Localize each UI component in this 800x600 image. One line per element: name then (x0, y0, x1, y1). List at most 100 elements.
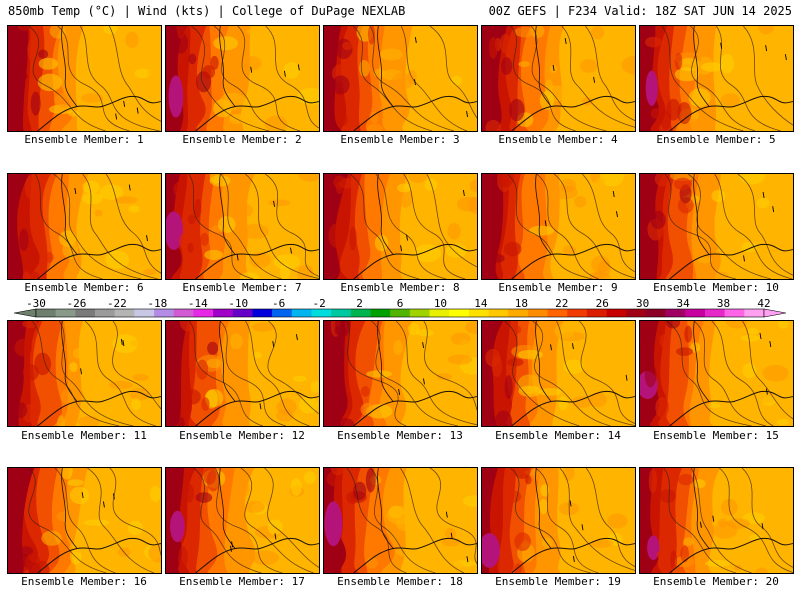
temperature-field-map (324, 468, 477, 573)
temperature-field-map (640, 174, 793, 279)
colorbar-segment (95, 309, 116, 317)
colorbar-segment (36, 309, 56, 317)
colorbar-segment (724, 309, 745, 317)
colorbar-tick-label: -30 (26, 297, 46, 310)
colorbar-segment (547, 309, 568, 317)
ensemble-map-panel (481, 25, 636, 132)
temperature-field-map (166, 174, 319, 279)
colorbar-segment (567, 309, 588, 317)
colorbar-tick-label: 2 (356, 297, 363, 310)
ensemble-member-label: Ensemble Member: 9 (498, 281, 618, 294)
temperature-field-map (8, 321, 161, 426)
colorbar-segment (527, 309, 548, 317)
colorbar-tick-label: 14 (474, 297, 488, 310)
colorbar-segment (291, 309, 312, 317)
colorbar-tick-label: -2 (312, 297, 325, 310)
ensemble-member-label: Ensemble Member: 19 (495, 575, 621, 588)
ensemble-member-label: Ensemble Member: 11 (21, 429, 147, 442)
colorbar-tick-label: 26 (596, 297, 609, 310)
temperature-field-map (640, 321, 793, 426)
ensemble-map-panel (639, 173, 794, 280)
colorbar-tick-label: 38 (717, 297, 730, 310)
colorbar-segment (685, 309, 706, 317)
temperature-field-map (482, 468, 635, 573)
ensemble-member-label: Ensemble Member: 3 (340, 133, 460, 146)
ensemble-member-label: Ensemble Member: 14 (495, 429, 621, 442)
colorbar-segment (311, 309, 332, 317)
temperature-field-map (8, 468, 161, 573)
ensemble-map-panel (481, 173, 636, 280)
ensemble-map-panel (7, 467, 162, 574)
ensemble-map-panel (639, 320, 794, 427)
ensemble-map-panel (7, 25, 162, 132)
colorbar-segment (232, 309, 253, 317)
ensemble-member-label: Ensemble Member: 12 (179, 429, 305, 442)
run-valid-time: 00Z GEFS | F234 Valid: 18Z SAT JUN 14 20… (488, 4, 792, 18)
colorbar-tick-label: -26 (67, 297, 87, 310)
temperature-field-map (166, 468, 319, 573)
temperature-field-map (640, 26, 793, 131)
ensemble-member-label: Ensemble Member: 10 (653, 281, 779, 294)
ensemble-map-panel (165, 25, 320, 132)
colorbar-tick-label: -22 (107, 297, 127, 310)
ensemble-member-label: Ensemble Member: 15 (653, 429, 779, 442)
colorbar-tick-label: -6 (272, 297, 285, 310)
ensemble-map-panel (323, 25, 478, 132)
ensemble-map-panel (323, 467, 478, 574)
colorbar-segment (390, 309, 411, 317)
colorbar-segment (468, 309, 489, 317)
ensemble-map-panel (165, 320, 320, 427)
colorbar-segment (488, 309, 509, 317)
colorbar-segment (154, 309, 175, 317)
temperature-colorbar: -30 -26 -22 -18 -14 -10 -6 -2 2 6 10 14 18 22 26 30 34 38… (13, 297, 787, 318)
colorbar-segment (645, 309, 666, 317)
colorbar-segment (370, 309, 391, 317)
colorbar-segment (429, 309, 450, 317)
colorbar-segment (193, 309, 214, 317)
temperature-field-map (166, 321, 319, 426)
colorbar-tick-label: 18 (515, 297, 528, 310)
colorbar-segment (409, 309, 430, 317)
ensemble-member-label: Ensemble Member: 20 (653, 575, 779, 588)
colorbar-left-arrow (13, 308, 37, 318)
temperature-field-map (166, 26, 319, 131)
map-title: 850mb Temp (°C) | Wind (kts) | College o… (8, 4, 406, 18)
colorbar-segment (213, 309, 234, 317)
ensemble-map-panel (7, 320, 162, 427)
colorbar-segment (350, 309, 371, 317)
colorbar-segment (331, 309, 352, 317)
colorbar-segment (449, 309, 470, 317)
ensemble-map-panel (323, 173, 478, 280)
colorbar-tick-label: 34 (676, 297, 690, 310)
ensemble-member-label: Ensemble Member: 5 (656, 133, 776, 146)
ensemble-map-panel (165, 173, 320, 280)
ensemble-member-label: Ensemble Member: 13 (337, 429, 463, 442)
colorbar-segment (704, 309, 725, 317)
colorbar-segment (173, 309, 194, 317)
colorbar-segment (114, 309, 135, 317)
colorbar-tick-label: 6 (397, 297, 404, 310)
colorbar-segment (75, 309, 96, 317)
temperature-field-map (324, 26, 477, 131)
temperature-field-map (482, 321, 635, 426)
colorbar-segment (134, 309, 155, 317)
temperature-field-map (482, 26, 635, 131)
colorbar-segment (586, 309, 607, 317)
colorbar-segment (508, 309, 529, 317)
colorbar-segment (606, 309, 627, 317)
colorbar-segment (272, 309, 293, 317)
colorbar-tick-label: 42 (757, 297, 770, 310)
ensemble-member-label: Ensemble Member: 1 (24, 133, 144, 146)
ensemble-member-label: Ensemble Member: 17 (179, 575, 305, 588)
ensemble-member-label: Ensemble Member: 8 (340, 281, 460, 294)
colorbar-tick-label: -14 (188, 297, 208, 310)
colorbar-tick-label: 22 (555, 297, 568, 310)
temperature-field-map (324, 174, 477, 279)
colorbar-tick-label: -10 (228, 297, 248, 310)
ensemble-member-label: Ensemble Member: 2 (182, 133, 302, 146)
temperature-field-map (8, 26, 161, 131)
ensemble-map-panel (639, 25, 794, 132)
ensemble-member-label: Ensemble Member: 7 (182, 281, 302, 294)
ensemble-member-label: Ensemble Member: 18 (337, 575, 463, 588)
colorbar-right-arrow (763, 308, 787, 318)
